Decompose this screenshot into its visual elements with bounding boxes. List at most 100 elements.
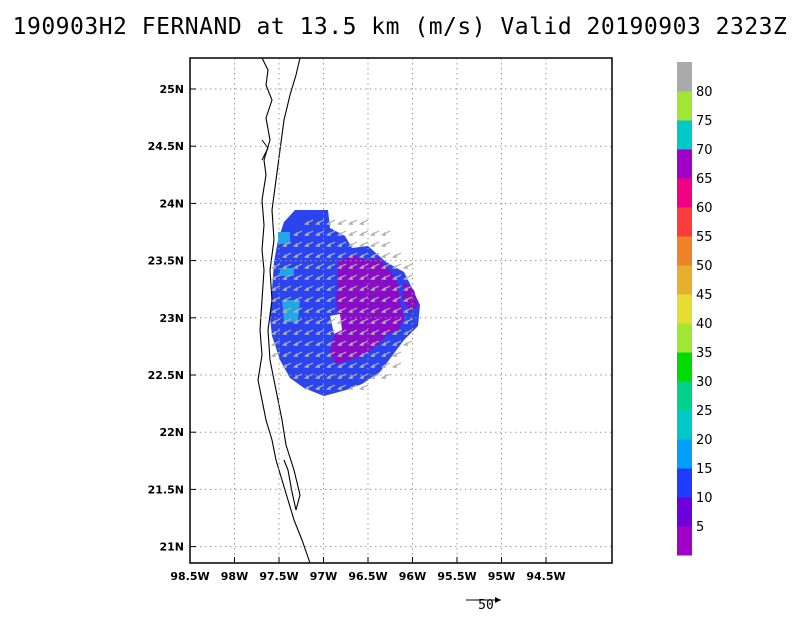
wind-vector (403, 274, 413, 280)
wind-vector (348, 230, 358, 236)
wind-vector (370, 318, 380, 324)
wind-vector (282, 252, 292, 258)
wind-vector (403, 340, 413, 346)
longitude-tick-labels: 98.5W 98W 97.5W 97W 96.5W 96W 95.5W 95W 94.5W (170, 570, 565, 583)
wind-vector (392, 307, 402, 313)
wind-vector (381, 274, 391, 280)
lon-tick-label: 94.5W (526, 570, 565, 583)
wind-vector (337, 263, 347, 269)
wind-vector (337, 362, 347, 368)
wind-vector (326, 318, 336, 324)
wind-vector (370, 373, 380, 379)
wind-vector (392, 263, 402, 269)
wind-vector (282, 340, 292, 346)
wind-vector (337, 274, 347, 280)
wind-vector (403, 285, 413, 291)
wind-vector (326, 252, 336, 258)
wind-vector (315, 274, 325, 280)
lon-tick-label: 98W (221, 570, 248, 583)
colorbar-label: 75 (696, 114, 713, 129)
wind-vector (271, 285, 281, 291)
colorbar-label: 15 (696, 462, 713, 477)
wind-vector (348, 351, 358, 357)
wind-vector (359, 340, 369, 346)
wind-vector (337, 219, 347, 225)
wind-vector (315, 285, 325, 291)
wind-vector (359, 219, 369, 225)
wind-region-15-20 (278, 232, 290, 244)
wind-vector (282, 296, 292, 302)
colorbar-box (677, 352, 692, 382)
wind-vector (359, 351, 369, 357)
wind-vector (348, 219, 358, 225)
colorbar-label: 65 (696, 172, 713, 187)
wind-vector (271, 329, 281, 335)
wind-vector (304, 384, 314, 390)
chart-title: 190903H2 FERNAND at 13.5 km (m/s) Valid … (12, 14, 788, 40)
plot-frame (189, 57, 613, 564)
colorbar-box (677, 149, 692, 179)
wind-vector (337, 340, 347, 346)
coastline (257, 57, 311, 564)
colorbar-label: 40 (696, 317, 713, 332)
wind-vector (337, 252, 347, 258)
wind-vector (348, 241, 358, 247)
lat-tick-label: 25N (159, 83, 184, 96)
wind-vector (271, 296, 281, 302)
lat-tick-label: 22N (159, 426, 184, 439)
wind-vector (293, 307, 303, 313)
wind-vector (348, 263, 358, 269)
wind-vector (403, 263, 413, 269)
colorbar-box (677, 207, 692, 237)
colorbar-box (677, 323, 692, 353)
wind-vector (392, 296, 402, 302)
wind-vector (348, 252, 358, 258)
wind-vector (282, 362, 292, 368)
wind-vector (381, 362, 391, 368)
wind-vector (315, 230, 325, 236)
wind-vector (337, 230, 347, 236)
wind-vector (304, 252, 314, 258)
wind-vector (370, 241, 380, 247)
colorbar-label: 25 (696, 404, 713, 419)
colorbar-box (677, 265, 692, 295)
wind-vector (370, 285, 380, 291)
wind-vector (315, 252, 325, 258)
wind-vector (315, 340, 325, 346)
wind-vector (315, 296, 325, 302)
wind-vector (282, 318, 292, 324)
wind-vector (293, 296, 303, 302)
lon-tick-label: 95W (488, 570, 515, 583)
wind-vector (337, 285, 347, 291)
wind-vector (348, 285, 358, 291)
wind-vector (381, 263, 391, 269)
wind-vector (359, 241, 369, 247)
wind-vector (348, 362, 358, 368)
wind-region-5-10 (330, 255, 404, 364)
wind-vector (403, 296, 413, 302)
wind-vector (304, 219, 314, 225)
coastline (267, 57, 301, 511)
wind-vector (315, 384, 325, 390)
colorbar-box (677, 497, 692, 527)
lat-tick-label: 23.5N (148, 255, 184, 268)
wind-vector (304, 318, 314, 324)
wind-vector (392, 252, 402, 258)
wind-vector (348, 384, 358, 390)
wind-vector (282, 285, 292, 291)
wind-vector (337, 329, 347, 335)
wind-vector (392, 274, 402, 280)
reference-vector-label: 50 (478, 598, 494, 613)
colorbar-box (677, 91, 692, 121)
latitude-tick-labels: 25N 24.5N 24N 23.5N 23N 22.5N 22N 21.5N 21N (148, 83, 184, 554)
wind-vector (304, 340, 314, 346)
lon-tick-label: 97.5W (259, 570, 298, 583)
wind-vector (271, 263, 281, 269)
wind-vector (315, 219, 325, 225)
wind-vector (348, 318, 358, 324)
wind-vector (359, 318, 369, 324)
wind-vector (392, 329, 402, 335)
wind-vector (282, 241, 292, 247)
colorbar-box (677, 236, 692, 266)
